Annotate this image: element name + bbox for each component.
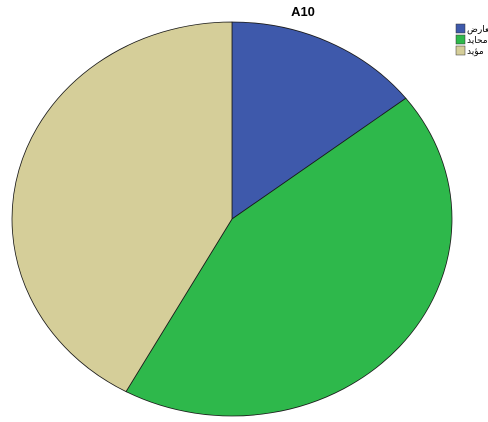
pie-slices [11,21,453,417]
legend-label-2: محايد [467,36,488,46]
chart-title: A10 [291,4,315,19]
legend-swatch-1 [455,23,466,34]
pie-slice-2 [125,97,453,417]
legend-label-3: مؤيد [467,47,484,57]
legend: معارضمحايدمؤيد [455,23,488,57]
legend-swatch-3 [455,45,466,56]
pie-slice-3 [11,21,233,393]
legend-label-1: معارض [467,25,488,35]
pie-slice-1 [231,21,407,220]
legend-swatch-2 [455,34,466,45]
